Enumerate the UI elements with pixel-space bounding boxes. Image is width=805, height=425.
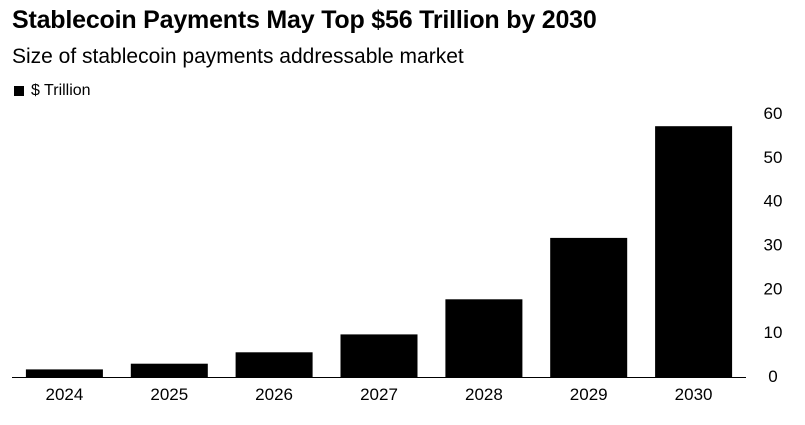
y-tick-label: 10 — [764, 323, 783, 342]
y-tick-labels: 0 10 20 30 40 50 60 — [764, 104, 783, 386]
y-tick-label: 20 — [764, 279, 783, 298]
y-tick-label: 0 — [768, 367, 777, 386]
x-tick-label: 2029 — [570, 385, 608, 404]
chart-title: Stablecoin Payments May Top $56 Trillion… — [12, 6, 597, 34]
x-tick-label: 2028 — [465, 385, 503, 404]
legend: $ Trillion — [14, 82, 91, 100]
y-tick-label: 60 — [764, 104, 783, 123]
y-tick-label: 30 — [764, 236, 783, 255]
bar-2026 — [235, 352, 313, 377]
x-tick-label: 2027 — [360, 385, 398, 404]
chart-subtitle: Size of stablecoin payments addressable … — [12, 45, 464, 68]
bar-2025 — [130, 363, 208, 377]
x-tick-label: 2030 — [675, 385, 713, 404]
legend-label: $ Trillion — [31, 82, 91, 99]
bars-group — [25, 126, 733, 377]
bar-2030 — [655, 126, 733, 377]
bar-2029 — [550, 237, 628, 377]
bar-2028 — [445, 299, 523, 377]
bar-2024 — [25, 369, 103, 377]
legend-swatch — [14, 86, 24, 96]
x-tick-label: 2025 — [150, 385, 188, 404]
bar-2027 — [340, 334, 418, 377]
x-tick-label: 2024 — [45, 385, 83, 404]
y-tick-label: 40 — [764, 192, 783, 211]
y-tick-label: 50 — [764, 148, 783, 167]
x-tick-label: 2026 — [255, 385, 293, 404]
x-tick-labels: 2024 2025 2026 2027 2028 2029 2030 — [45, 385, 712, 404]
